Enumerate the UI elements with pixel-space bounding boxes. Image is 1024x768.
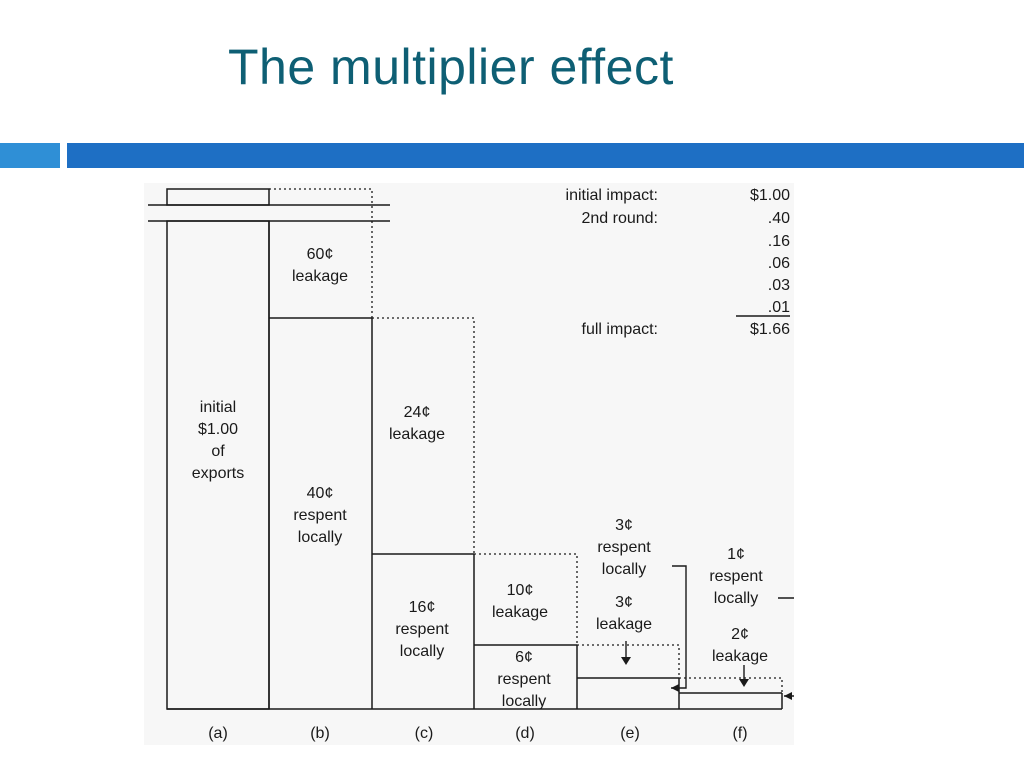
summary-value-4th: .06: [768, 255, 790, 272]
summary-value-2nd-round: .40: [768, 210, 790, 227]
column-c-respent-label-1: respent: [395, 621, 449, 638]
column-d-leakage-label: leakage: [492, 604, 548, 621]
column-b-respent-amount: 40¢: [307, 485, 334, 502]
multiplier-diagram: initial $1.00 of exports 60¢ leakage 40¢…: [144, 183, 794, 745]
column-c-respent-label-2: locally: [400, 643, 444, 660]
summary-label-full: full impact:: [582, 321, 658, 338]
column-e-respent-amount: 3¢: [615, 517, 633, 534]
column-d-leakage-outline: [474, 553, 578, 645]
column-e-label: (e): [620, 725, 640, 742]
column-e-bracket-arrowhead: [671, 684, 679, 692]
column-f-respent-label-2: locally: [714, 590, 758, 607]
column-e-leakage-label: leakage: [596, 616, 652, 633]
column-f-respent-label-1: respent: [709, 568, 763, 585]
column-d-respent-label-1: respent: [497, 671, 551, 688]
summary-value-full: $1.66: [750, 321, 790, 338]
summary-label-2nd-round: 2nd round:: [581, 210, 658, 227]
summary-value-6th: .01: [768, 299, 790, 316]
column-e-respent-label-2: locally: [602, 561, 646, 578]
diagram-svg: initial $1.00 of exports 60¢ leakage 40¢…: [148, 187, 794, 742]
column-c-leakage-amount: 24¢: [404, 404, 431, 421]
column-d-respent-label-2: locally: [502, 693, 546, 710]
column-d-respent-amount: 6¢: [515, 649, 533, 666]
column-a-text-1: initial: [200, 399, 236, 416]
column-b-leakage-label: leakage: [292, 268, 348, 285]
column-c-label: (c): [415, 725, 434, 742]
column-a-text-3: of: [211, 443, 225, 460]
column-e-down-arrowhead: [621, 657, 631, 665]
column-f-respent-amount: 1¢: [727, 546, 745, 563]
column-f-down-arrowhead: [739, 679, 749, 687]
column-f-leakage-label: leakage: [712, 648, 768, 665]
column-a-text-2: $1.00: [198, 421, 238, 438]
column-f-leakage-outline: [679, 677, 783, 693]
column-f-bracket-arrowhead: [784, 692, 792, 700]
column-a-label: (a): [208, 725, 228, 742]
column-f-leakage-amount: 2¢: [731, 626, 749, 643]
column-d-leakage-amount: 10¢: [507, 582, 534, 599]
column-e-leakage-outline: [577, 644, 680, 678]
column-c-respent-amount: 16¢: [409, 599, 436, 616]
column-d-label: (d): [515, 725, 535, 742]
column-c-leakage-outline: [372, 317, 475, 554]
column-f-label: (f): [732, 725, 747, 742]
column-b-respent-label-1: respent: [293, 507, 347, 524]
accent-bar-left: [0, 143, 60, 168]
column-a-top-box: [166, 188, 270, 206]
column-e-respent-label-1: respent: [597, 539, 651, 556]
summary-value-5th: .03: [768, 277, 790, 294]
slide-title: The multiplier effect: [228, 39, 674, 95]
column-f-respent-bracket: [778, 597, 794, 697]
column-c-leakage-label: leakage: [389, 426, 445, 443]
column-b-leakage-amount: 60¢: [307, 246, 334, 263]
accent-bar-right: [67, 143, 1024, 168]
summary-value-initial: $1.00: [750, 187, 790, 204]
summary-value-3rd: .16: [768, 233, 790, 250]
column-e-leakage-amount: 3¢: [615, 594, 633, 611]
summary-label-initial: initial impact:: [566, 187, 658, 204]
column-a-text-4: exports: [192, 465, 244, 482]
column-b-label: (b): [310, 725, 330, 742]
column-b-respent-label-2: locally: [298, 529, 342, 546]
